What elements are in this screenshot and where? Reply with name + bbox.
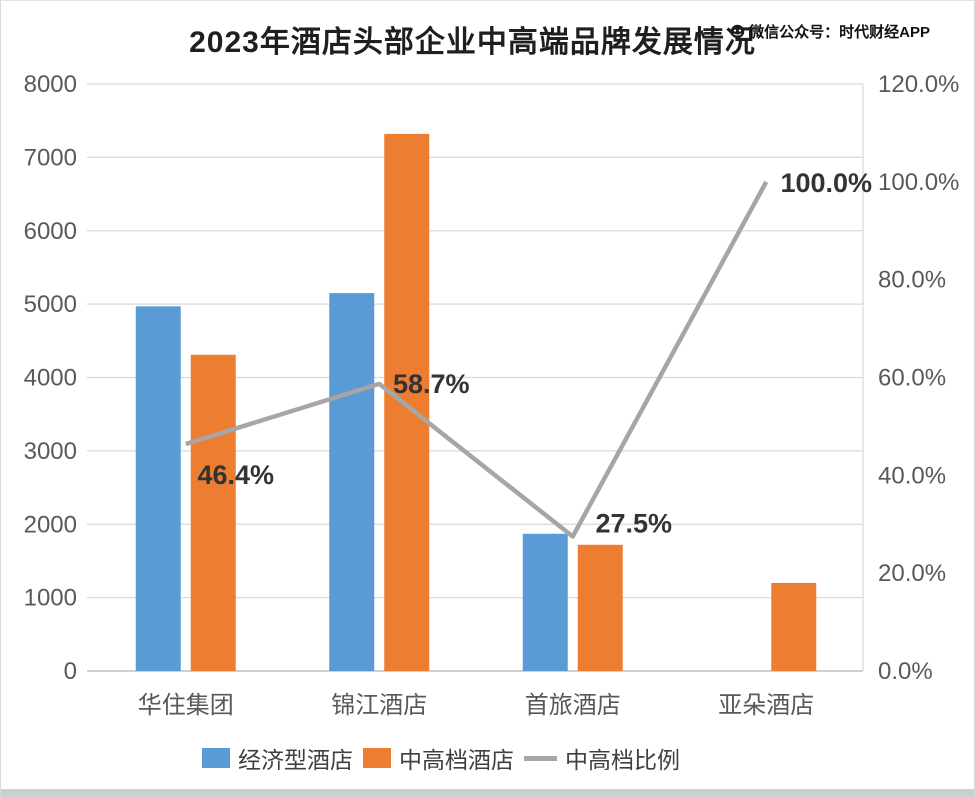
left-axis-tick: 8000 (24, 71, 77, 98)
legend-item-ratio: 中高档比例 (524, 741, 680, 775)
bar-midscale-1 (384, 133, 430, 671)
left-axis-tick: 3000 (24, 438, 77, 465)
line-data-label: 46.4% (197, 460, 274, 490)
line-data-label: 27.5% (595, 508, 672, 538)
watermark-text: 微信公众号：时代财经APP (749, 24, 930, 41)
bar-midscale-2 (577, 544, 623, 671)
left-axis-tick: 7000 (24, 144, 77, 171)
right-axis-tick: 120.0% (878, 71, 959, 98)
right-axis-tick: 60.0% (878, 365, 946, 392)
combo-chart-plot: 0 1000 2000 3000 4000 5000 6000 7000 8000 0.0% 20.… (24, 71, 960, 719)
right-axis-tick: 80.0% (878, 267, 946, 294)
ratio-line (185, 180, 769, 539)
legend-label-economy: 经济型酒店 (238, 747, 353, 773)
bar-midscale-3 (771, 582, 817, 671)
category-label: 亚朵酒店 (718, 692, 814, 719)
bar-economy-1 (329, 293, 375, 671)
legend-item-economy: 经济型酒店 (202, 741, 353, 775)
legend-item-midscale: 中高档酒店 (363, 741, 514, 775)
left-axis-tick: 2000 (24, 511, 77, 538)
wechat-icon (730, 24, 745, 39)
line-data-label: 100.0% (780, 168, 872, 198)
chart-legend: 经济型酒店 中高档酒店 中高档比例 (1, 745, 881, 773)
line-data-label: 58.7% (393, 369, 470, 399)
bar-midscale-0 (190, 354, 236, 671)
right-axis-tick: 40.0% (878, 462, 946, 489)
bar-economy-0 (135, 306, 181, 671)
right-axis-tick: 100.0% (878, 169, 959, 196)
left-axis-tick: 0 (64, 658, 77, 685)
watermark: 微信公众号：时代财经APP (730, 21, 930, 42)
left-axis-tick: 6000 (24, 218, 77, 245)
legend-label-ratio: 中高档比例 (565, 747, 680, 773)
right-axis-tick: 20.0% (878, 560, 946, 587)
bar-economy-2 (522, 533, 568, 671)
bottom-border-strip (1, 789, 974, 797)
left-axis-tick: 5000 (24, 291, 77, 318)
ratio-line-swatch (524, 755, 557, 761)
left-axis-tick: 1000 (24, 585, 77, 612)
left-axis-tick: 4000 (24, 365, 77, 392)
right-axis-tick: 0.0% (878, 658, 933, 685)
category-label: 锦江酒店 (331, 692, 427, 719)
midscale-swatch (363, 748, 391, 768)
chart-title: 2023年酒店头部企业中高端品牌发展情况 (189, 26, 756, 59)
economy-swatch (202, 748, 230, 768)
category-label: 首旅酒店 (525, 692, 621, 719)
category-label: 华住集团 (138, 692, 234, 719)
legend-label-midscale: 中高档酒店 (399, 747, 514, 773)
